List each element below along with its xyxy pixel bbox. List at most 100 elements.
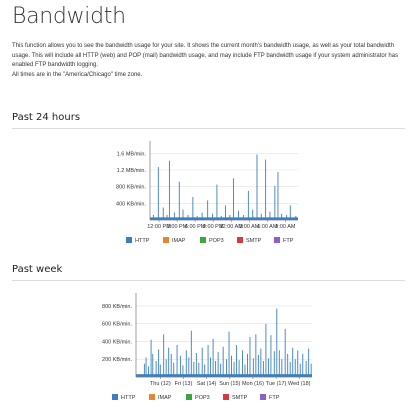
bar-http — [238, 210, 239, 220]
bar-http — [179, 355, 181, 377]
x-tick-label: 12:00 AM — [220, 224, 244, 230]
bar-http — [204, 364, 206, 377]
bar-http — [247, 190, 249, 220]
bar-http — [216, 184, 218, 220]
bar-http — [278, 350, 280, 377]
x-tick-label: Mon (16) — [242, 381, 264, 387]
page-title: Bandwidth — [12, 4, 126, 29]
y-tick-label: 200 KB/min. — [102, 357, 132, 363]
bar-http — [168, 347, 170, 377]
legend-label-smtp: SMTP — [246, 238, 262, 244]
bar-http — [195, 353, 197, 377]
bar-http — [262, 361, 264, 377]
bar-http — [148, 366, 150, 377]
bar-http — [249, 337, 251, 377]
bar-http — [178, 181, 180, 220]
bar-http — [269, 211, 271, 220]
bar-http — [162, 207, 164, 220]
bar-http — [165, 359, 167, 377]
bar-http — [273, 351, 275, 377]
x-tick-label: Tue (17) — [266, 381, 287, 387]
baseline-traffic-band — [150, 217, 298, 220]
bar-http — [222, 346, 224, 377]
bar-http — [286, 215, 288, 220]
bar-http — [193, 361, 195, 377]
y-tick-label: 400 KB/min. — [116, 201, 146, 207]
bar-http — [265, 159, 267, 220]
legend-swatch-ftp — [260, 394, 266, 400]
bar-http — [265, 323, 267, 377]
bar-http — [287, 353, 289, 377]
bar-http — [308, 348, 310, 377]
bar-http — [163, 334, 165, 377]
bar-http — [207, 345, 209, 377]
legend-swatch-smtp — [223, 394, 229, 400]
bar-http — [228, 331, 230, 377]
bar-http — [270, 335, 272, 377]
bar-http — [233, 361, 235, 377]
bar-http — [215, 361, 217, 377]
bar-http — [155, 361, 157, 377]
bar-http — [241, 350, 243, 377]
bar-http — [207, 200, 209, 220]
x-tick-label: 6:00 PM — [185, 224, 206, 230]
bar-http — [260, 213, 262, 220]
legend-swatch-imap — [149, 394, 155, 400]
legend-label-ftp: FTP — [269, 395, 280, 401]
bar-http — [310, 363, 312, 377]
legend-label-http: HTTP — [135, 238, 150, 244]
bar-http — [196, 215, 198, 220]
bar-http — [168, 160, 170, 220]
bar-http — [152, 353, 154, 377]
bar-http — [305, 361, 307, 377]
bar-http — [256, 154, 258, 220]
bar-http — [220, 215, 222, 220]
bar-http — [220, 363, 222, 377]
bar-http — [294, 359, 296, 377]
y-tick-label: 800 KB/min. — [116, 185, 146, 191]
y-tick-label: 1.6 MB/min. — [117, 151, 147, 157]
bandwidth-chart-24h: 1.6 MB/min. 1.2 MB/min. 800 KB/min. 400 KB/… — [116, 141, 298, 244]
bar-http — [295, 215, 297, 220]
section-title-24h: Past 24 hours — [12, 112, 81, 123]
bar-http — [289, 361, 291, 377]
bar-http — [152, 215, 154, 220]
legend-label-pop3: POP3 — [195, 395, 210, 401]
bar-http — [284, 329, 286, 377]
bar-http — [210, 357, 212, 377]
legend-swatch-pop3 — [186, 394, 192, 400]
legend-label-smtp: SMTP — [232, 395, 248, 401]
legend-label-http: HTTP — [121, 395, 136, 401]
bar-http — [225, 205, 226, 220]
legend-swatch-http — [126, 237, 132, 243]
bar-http — [229, 215, 231, 220]
x-tick-label: Sat (14) — [197, 381, 217, 387]
bar-http — [252, 209, 254, 220]
bar-http — [299, 363, 301, 377]
bar-http — [244, 364, 246, 377]
bar-http — [276, 308, 278, 377]
y-tick-label: 1.2 MB/min. — [117, 168, 147, 174]
baseline-traffic-band — [136, 374, 312, 377]
section-divider-24h — [12, 128, 405, 129]
bar-http — [158, 349, 160, 377]
x-tick-label: Fri (13) — [175, 381, 193, 387]
bar-http — [212, 338, 214, 377]
bar-http — [143, 363, 145, 377]
bar-http — [198, 362, 200, 377]
x-tick-label: 3:00 AM — [239, 224, 260, 230]
bar-http — [260, 348, 262, 377]
x-tick-label: 9:00 PM — [203, 224, 224, 230]
x-tick-label: Sun (15) — [219, 381, 240, 387]
intro-text: This function allows you to see the band… — [12, 43, 399, 68]
bar-http — [252, 358, 254, 377]
legend-swatch-http — [112, 394, 118, 400]
bar-http — [247, 353, 248, 377]
x-tick-label: 6:00 AM — [257, 224, 278, 230]
bar-http — [188, 357, 190, 377]
legend-label-ftp: FTP — [283, 238, 294, 244]
bar-http — [201, 347, 203, 377]
legend-swatch-imap — [163, 237, 169, 243]
bar-http — [281, 359, 283, 377]
bar-http — [182, 365, 184, 377]
